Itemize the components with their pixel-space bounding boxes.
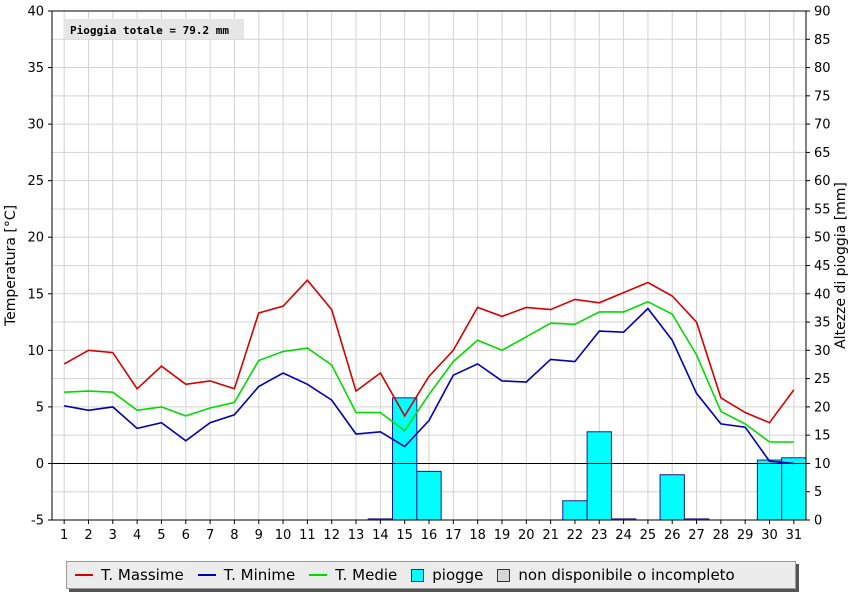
y-right-tick-label: 50 — [814, 231, 831, 246]
y-right-tick-label: 55 — [814, 202, 831, 217]
legend-item: non disponibile o incompleto — [497, 566, 735, 584]
y-right-tick-label: 25 — [814, 372, 831, 387]
grid-lines — [52, 10, 806, 521]
y-axis-right-title: Altezze di pioggia [mm] — [833, 182, 849, 349]
x-tick-label: 25 — [640, 528, 657, 543]
x-tick-label: 24 — [615, 528, 632, 543]
temperature-lines — [63, 278, 795, 465]
y-right-tick-label: 90 — [814, 5, 831, 20]
y-left-tick-label: 15 — [27, 287, 44, 302]
y-right-tick-label: 30 — [814, 344, 831, 359]
y-right-tick-label: 80 — [814, 61, 831, 76]
x-tick-label: 5 — [157, 528, 165, 543]
legend-swatch — [197, 574, 216, 576]
y-right-tick-label: 0 — [814, 514, 822, 529]
x-tick-label: 28 — [713, 528, 730, 543]
series-line-t-medie — [64, 300, 794, 443]
x-tick-label: 7 — [206, 528, 214, 543]
y-right-tick-label: 60 — [814, 174, 831, 189]
legend-swatch — [411, 568, 425, 582]
y-left-tick-label: 0 — [36, 457, 44, 472]
y-right-tick-label: 15 — [814, 429, 831, 444]
legend-item: T. Medie — [309, 566, 397, 584]
y-axis-left-title: Temperatura [°C] — [3, 205, 19, 327]
x-tick-label: 4 — [133, 528, 141, 543]
legend-item: T. Massime — [75, 566, 184, 584]
axis-ticks: -505101520253035400510152025303540455055… — [27, 5, 830, 544]
x-tick-label: 13 — [348, 528, 365, 543]
x-tick-label: 26 — [664, 528, 681, 543]
chart-legend: T. Massime T. Minime T. Medie piogge non dis… — [66, 561, 796, 589]
x-tick-label: 10 — [275, 528, 292, 543]
y-right-tick-label: 65 — [814, 146, 831, 161]
y-left-tick-label: 5 — [36, 400, 44, 415]
rain-bar-day-22 — [562, 500, 588, 521]
y-left-tick-label: 20 — [27, 231, 44, 246]
y-right-tick-label: 70 — [814, 118, 831, 133]
y-right-tick-label: 40 — [814, 287, 831, 302]
y-right-tick-label: 45 — [814, 259, 831, 274]
legend-label: piogge — [432, 566, 484, 584]
x-tick-label: 29 — [737, 528, 754, 543]
x-tick-label: 14 — [372, 528, 389, 543]
legend-swatch — [309, 574, 328, 576]
rain-bar-day-23 — [586, 431, 612, 521]
y-left-tick-label: 40 — [27, 5, 44, 20]
rain-bar-day-31 — [781, 457, 807, 521]
legend-swatch — [75, 574, 93, 576]
x-tick-label: 23 — [591, 528, 608, 543]
x-tick-label: 3 — [109, 528, 117, 543]
x-tick-label: 16 — [421, 528, 438, 543]
y-right-tick-label: 20 — [814, 400, 831, 415]
x-tick-label: 2 — [84, 528, 92, 543]
x-tick-label: 6 — [182, 528, 190, 543]
legend-label: T. Medie — [335, 566, 398, 584]
x-tick-label: 8 — [230, 528, 238, 543]
x-tick-label: 17 — [445, 528, 462, 543]
x-tick-label: 9 — [255, 528, 263, 543]
x-tick-label: 15 — [396, 528, 413, 543]
y-left-tick-label: 35 — [27, 61, 44, 76]
y-left-tick-label: 25 — [27, 174, 44, 189]
series-line-t-minime — [64, 307, 794, 465]
legend-label: T. Minime — [223, 566, 296, 584]
rain-bar-day-30 — [756, 459, 783, 521]
y-left-tick-label: 10 — [27, 344, 44, 359]
y-right-tick-label: 75 — [814, 89, 831, 104]
x-tick-label: 20 — [518, 528, 535, 543]
y-right-tick-label: 10 — [814, 457, 831, 472]
legend-label: T. Massime — [101, 566, 184, 584]
x-tick-label: 18 — [469, 528, 486, 543]
y-right-tick-label: 35 — [814, 316, 831, 331]
x-tick-label: 1 — [60, 528, 68, 543]
legend-item: T. Minime — [197, 566, 296, 584]
x-tick-label: 27 — [688, 528, 705, 543]
y-left-tick-label: 30 — [27, 118, 44, 133]
rain-bars — [367, 397, 807, 521]
x-tick-label: 19 — [494, 528, 511, 543]
x-tick-label: 21 — [542, 528, 559, 543]
x-tick-label: 31 — [786, 528, 803, 543]
rain-total-annotation: Pioggia totale = 79.2 mm — [64, 19, 244, 39]
rain-bar-day-16 — [416, 470, 442, 521]
legend-item: piogge — [411, 566, 483, 584]
x-tick-label: 12 — [323, 528, 340, 543]
y-right-tick-label: 85 — [814, 33, 831, 48]
rain-total-text: Pioggia totale = 79.2 mm — [70, 24, 229, 37]
y-left-tick-label: -5 — [31, 514, 44, 529]
y-right-tick-label: 5 — [814, 485, 822, 500]
x-tick-label: 11 — [299, 528, 316, 543]
x-tick-label: 22 — [567, 528, 584, 543]
legend-label: non disponibile o incompleto — [518, 566, 735, 584]
x-tick-label: 30 — [761, 528, 778, 543]
rain-bar-day-26 — [659, 474, 685, 521]
legend-swatch — [497, 568, 511, 582]
series-line-t-massime — [63, 278, 795, 424]
